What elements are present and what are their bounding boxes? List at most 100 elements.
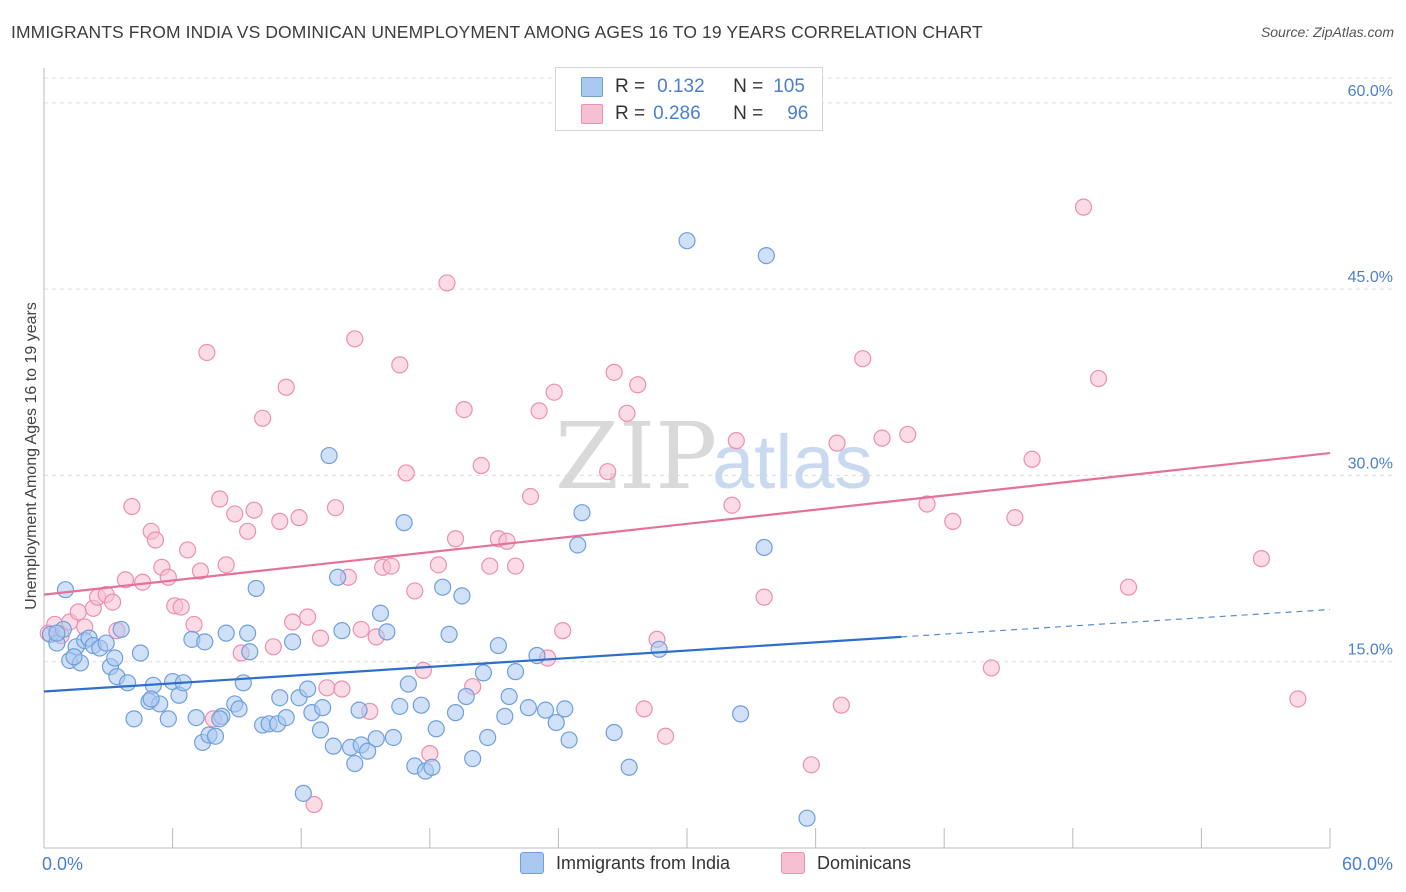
legend-n-label: N = [733, 103, 764, 124]
dominican-point [530, 402, 548, 420]
dominican-point [545, 383, 563, 401]
india-point [239, 624, 257, 642]
dominican-point [727, 432, 745, 450]
india-point [234, 674, 252, 692]
legend-row-india: R = 0.132 N = 105 [581, 74, 805, 100]
watermark: ZIP atlas [555, 403, 873, 510]
india-point [97, 634, 115, 652]
india-point [230, 700, 248, 718]
india-point [519, 699, 537, 717]
india-point [391, 697, 409, 716]
india-point [731, 705, 750, 723]
india-point [384, 728, 402, 747]
dominican-point [245, 501, 263, 519]
dominican-point [599, 463, 617, 481]
india-point [500, 687, 518, 706]
india-point [125, 710, 143, 728]
india-point [412, 696, 430, 714]
india-point [457, 687, 475, 706]
dominican-point [944, 512, 962, 530]
india-point [678, 232, 696, 250]
india-point [329, 568, 347, 586]
india-point [757, 246, 775, 265]
y-tick-label: 60.0% [1348, 83, 1393, 100]
india-point [277, 708, 295, 727]
india-point [479, 728, 497, 747]
y-tick-label: 30.0% [1348, 455, 1393, 472]
dominican-point [472, 456, 490, 475]
dominican-point [873, 429, 891, 447]
dominican-point [899, 425, 917, 444]
legend-label-india: Immigrants from India [556, 852, 731, 873]
india-trend-line [43, 635, 902, 693]
legend-item-dominicans: Dominicans [781, 852, 911, 874]
india-point [650, 640, 668, 658]
legend-label-dominicans: Dominicans [817, 852, 912, 873]
india-point [798, 809, 816, 827]
legend-item-india: Immigrants from India [520, 852, 730, 874]
dominican-point [635, 700, 653, 718]
india-point [573, 504, 591, 522]
india-point [446, 704, 465, 722]
dominican-point [159, 568, 177, 586]
india-point [196, 633, 214, 651]
dominican-point [198, 343, 216, 362]
x-tick-label-min: 0.0% [42, 854, 83, 874]
dominican-point [1074, 198, 1093, 216]
india-point [346, 754, 364, 773]
dominican-point [854, 350, 872, 368]
india-point [56, 581, 75, 599]
dominican-point [618, 404, 636, 422]
india-point [464, 749, 482, 768]
dominican-point [1289, 690, 1307, 708]
dominican-point [217, 556, 235, 574]
dominican-point [290, 509, 308, 527]
dominican-point [1089, 369, 1108, 388]
india-point [65, 648, 83, 666]
dominican-point [146, 531, 165, 549]
dominican-point [271, 512, 289, 530]
series-legend: Immigrants from India Dominicans [0, 852, 1406, 876]
dominican-point [264, 638, 282, 656]
india-point [556, 700, 574, 718]
dominican-point [226, 505, 244, 523]
legend-r-label: R = [615, 76, 646, 97]
india-point [333, 622, 351, 640]
dominican-point [254, 409, 272, 427]
dominican-point [498, 532, 516, 550]
x-tick-label-max: 60.0% [1342, 854, 1393, 874]
india-point [211, 710, 229, 728]
india-point [489, 636, 507, 655]
india-point [112, 620, 130, 639]
india-point [241, 643, 259, 661]
dominican-point [179, 541, 197, 559]
india-point [453, 587, 471, 605]
tick-labels: 15.0% 30.0% 45.0% 60.0% 0.0% 60.0% [42, 83, 1393, 874]
dominican-point [481, 557, 499, 575]
india-point [320, 446, 338, 465]
dominican-point [305, 795, 323, 814]
india-point [367, 730, 385, 748]
dominican-point [172, 598, 190, 616]
dominican-point [406, 582, 424, 600]
india-point [48, 624, 66, 642]
india-point [271, 689, 289, 707]
india-point [560, 731, 578, 749]
dominican-point [656, 727, 675, 745]
india-point [605, 723, 623, 742]
dominican-point [69, 603, 87, 621]
dominican-point [239, 522, 257, 540]
india-point [106, 649, 124, 667]
dominican-point [352, 620, 370, 639]
india-point [474, 664, 492, 682]
dominican-point [346, 330, 364, 348]
dominican-point [521, 487, 540, 506]
india-point [350, 701, 368, 719]
dominican-point [1023, 450, 1041, 468]
india-point [378, 623, 396, 641]
dominican-point [832, 696, 850, 714]
india-trend-extension [901, 608, 1331, 638]
dominican-point [116, 571, 135, 589]
grid-lines [44, 77, 1394, 663]
dominican-point [311, 629, 330, 647]
